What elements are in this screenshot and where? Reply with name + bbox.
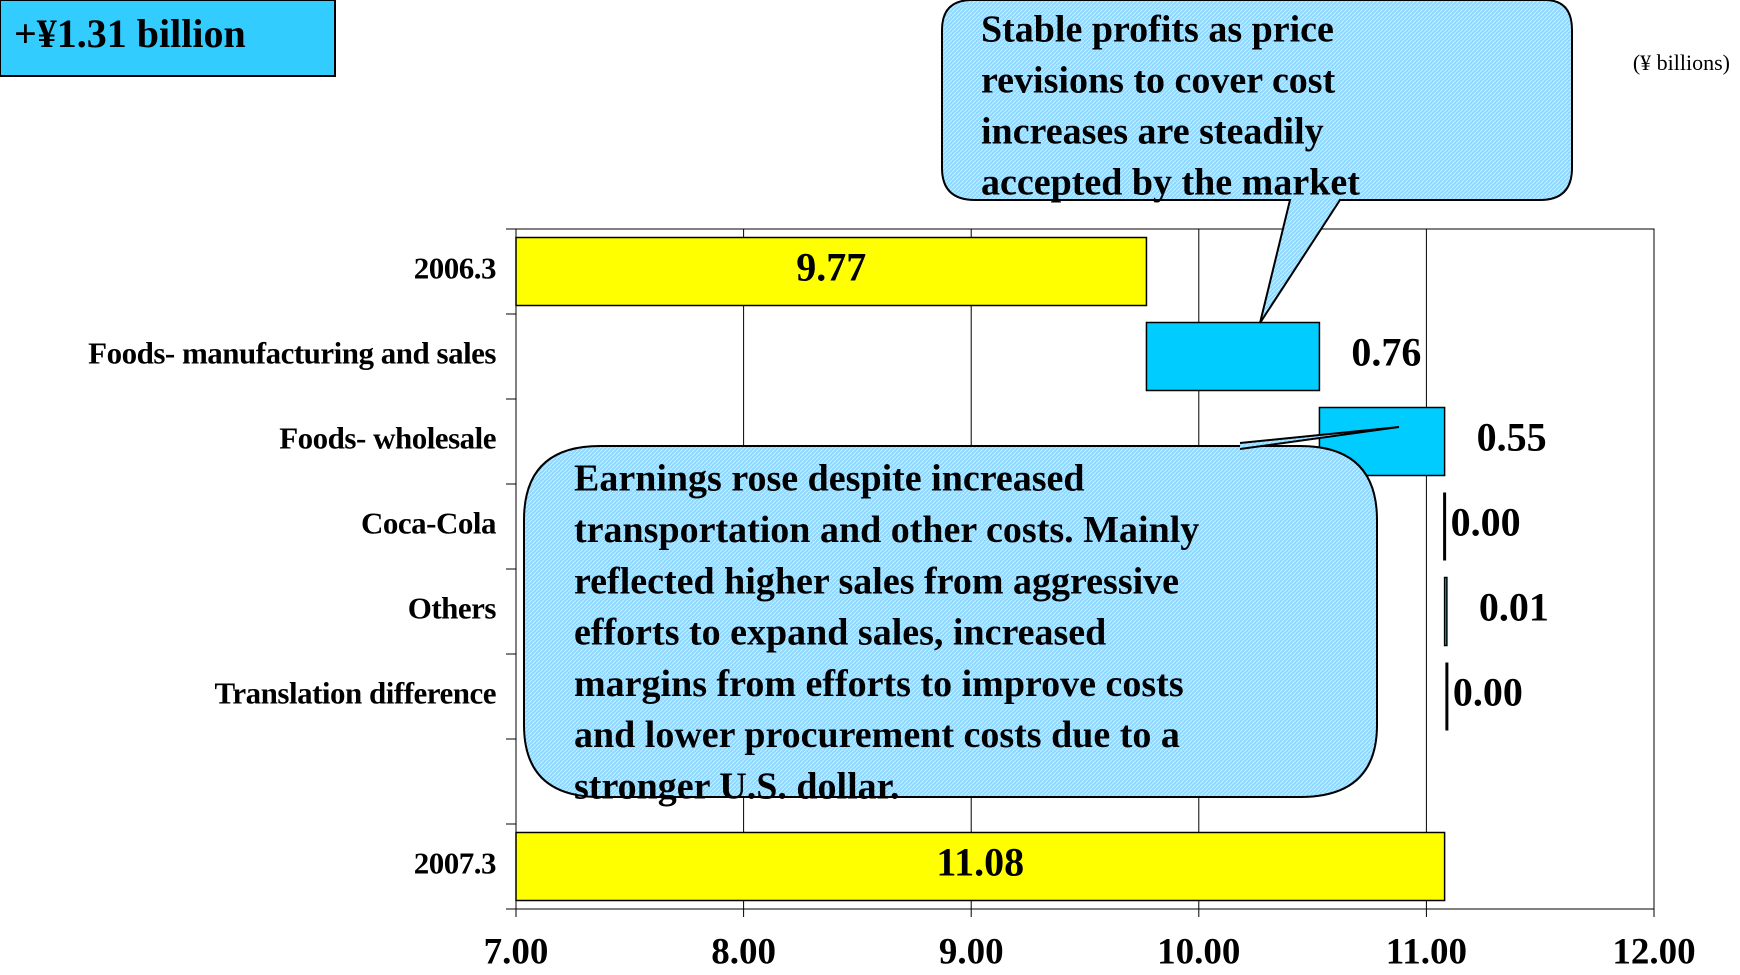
callout-text: efforts to expand sales, increased xyxy=(574,612,1106,654)
value-label: 9.77 xyxy=(796,245,866,290)
bar xyxy=(1145,321,1321,392)
badge-box xyxy=(0,0,336,77)
x-tick-label: 8.00 xyxy=(711,931,776,972)
callout-text: stronger U.S. dollar. xyxy=(574,766,900,808)
y-tick-label: Coca-Cola xyxy=(361,506,497,541)
y-tick-label: Foods- wholesale xyxy=(279,421,496,456)
callout-text: transportation and other costs. Mainly xyxy=(574,509,1199,551)
x-tick-label: 9.00 xyxy=(939,931,1004,972)
callout-text: and lower procurement costs due to a xyxy=(574,714,1180,756)
callout-text: margins from efforts to improve costs xyxy=(574,663,1184,705)
value-label: 0.00 xyxy=(1453,670,1523,715)
x-tick-label: 11.00 xyxy=(1386,931,1467,972)
value-label: 0.55 xyxy=(1477,415,1547,460)
value-label: 0.76 xyxy=(1351,330,1421,375)
value-label: 11.08 xyxy=(936,840,1024,885)
callout-text: Stable profits as price xyxy=(981,9,1334,51)
callout-bubble xyxy=(523,445,1378,798)
y-tick-label: Others xyxy=(408,591,497,626)
bar xyxy=(515,831,1446,902)
callout-bubble xyxy=(941,0,1573,324)
callout-text: Earnings rose despite increased xyxy=(574,458,1085,500)
bar xyxy=(1443,576,1448,647)
y-tick-label: Foods- manufacturing and sales xyxy=(88,336,496,371)
callout-tail xyxy=(1239,426,1400,450)
y-tick-label: Translation difference xyxy=(215,676,496,711)
value-label: 0.01 xyxy=(1479,585,1549,630)
bar xyxy=(515,236,1148,307)
value-label: 0.00 xyxy=(1451,500,1521,545)
x-tick-label: 7.00 xyxy=(484,931,549,972)
callout-text: revisions to cover cost xyxy=(981,60,1336,102)
y-tick-label: 2006.3 xyxy=(414,251,496,286)
unit-label: (¥ billions) xyxy=(1633,50,1730,75)
x-tick-label: 10.00 xyxy=(1157,931,1240,972)
callouts: Stable profits as price revisions to cove… xyxy=(523,0,1573,808)
callout-text: accepted by the market xyxy=(981,162,1360,204)
badge: +¥1.31 billion xyxy=(14,11,246,56)
callout-text: increases are steadily xyxy=(981,111,1324,153)
x-tick-label: 12.00 xyxy=(1612,931,1695,972)
y-tick-label: 2007.3 xyxy=(414,846,496,881)
callout-text: reflected higher sales from aggressive xyxy=(574,560,1179,602)
